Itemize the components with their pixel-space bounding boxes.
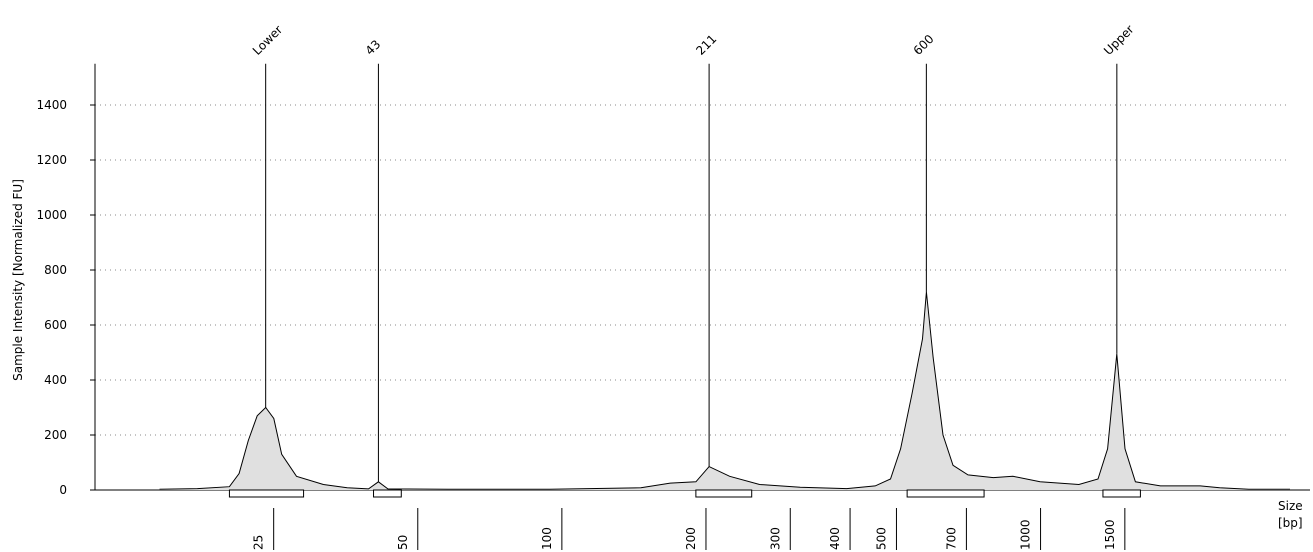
y-tick-label: 600 bbox=[44, 318, 67, 332]
y-tick-label: 400 bbox=[44, 373, 67, 387]
trace-line bbox=[159, 291, 1290, 490]
x-tick-label: 1500 bbox=[1103, 519, 1117, 550]
region bbox=[1102, 489, 1141, 498]
y-tick-label: 200 bbox=[44, 428, 67, 442]
y-tick-label: 1000 bbox=[36, 208, 67, 222]
x-tick-label: 100 bbox=[540, 527, 554, 550]
peak-label: Lower bbox=[250, 23, 285, 58]
x-tick-label: 700 bbox=[944, 527, 958, 550]
x-tick-label: 500 bbox=[874, 527, 888, 550]
x-tick-label: 200 bbox=[684, 527, 698, 550]
peak-label: 43 bbox=[363, 37, 384, 58]
y-tick-label: 800 bbox=[44, 263, 67, 277]
trace-area bbox=[159, 292, 1290, 490]
x-tick-label: 400 bbox=[828, 527, 842, 550]
x-tick-label: 300 bbox=[768, 527, 782, 550]
region bbox=[373, 489, 402, 498]
y-tick-label: 1200 bbox=[36, 153, 67, 167]
y-tick-label: 0 bbox=[59, 483, 67, 497]
region bbox=[228, 489, 305, 498]
x-tick-label: 50 bbox=[396, 535, 410, 550]
region bbox=[906, 489, 985, 498]
peak-label: 211 bbox=[693, 32, 719, 58]
x-tick-label: 1000 bbox=[1019, 519, 1033, 550]
y-axis-label: Sample Intensity [Normalized FU] bbox=[11, 179, 25, 381]
x-tick-label: 25 bbox=[252, 535, 266, 550]
x-axis-label: Size [bp] bbox=[1278, 499, 1303, 530]
peak-label: Upper bbox=[1101, 22, 1137, 58]
peak-label: 600 bbox=[911, 32, 937, 58]
y-tick-label: 1400 bbox=[36, 98, 67, 112]
region bbox=[695, 489, 753, 498]
